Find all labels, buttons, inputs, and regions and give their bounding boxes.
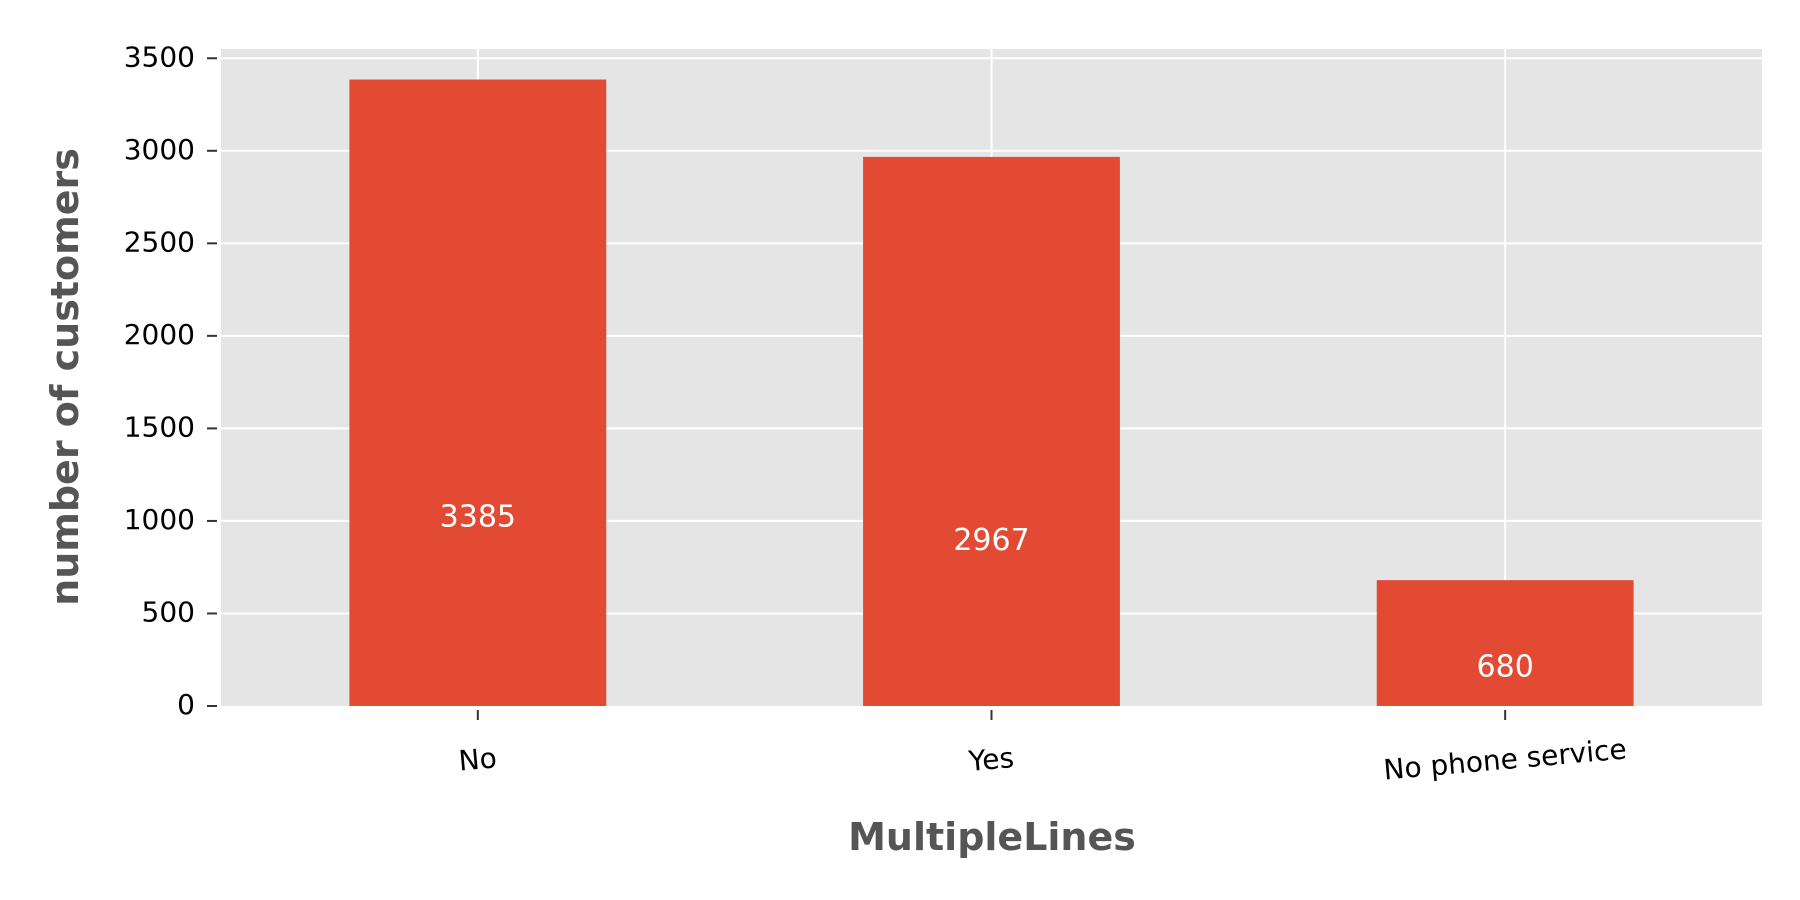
x-tick-label-2: No phone service [1382, 732, 1628, 786]
y-tick-label-7: 3500 [124, 40, 195, 73]
x-axis-title: MultipleLines [848, 815, 1136, 859]
bar-label-0: 3385 [440, 500, 516, 535]
y-axis: 0 500 1000 1500 2000 2500 3000 3500 [124, 40, 217, 721]
bar-0 [349, 79, 607, 706]
y-tick-label-6: 3000 [124, 133, 195, 166]
y-axis-title: number of customers [43, 148, 87, 606]
bar-value-labels: 3385 2967 680 [440, 500, 1534, 685]
y-tick-label-3: 1500 [124, 410, 195, 443]
bar-label-2: 680 [1477, 650, 1534, 685]
y-tick-label-2: 1000 [124, 503, 195, 536]
y-tick-label-5: 2500 [124, 225, 195, 258]
y-tick-label-0: 0 [177, 688, 195, 721]
bar-1 [863, 156, 1120, 706]
x-axis: No Yes No phone service [457, 710, 1628, 787]
bars [349, 79, 1634, 706]
y-tick-label-4: 2000 [124, 318, 195, 351]
y-tick-label-1: 500 [142, 595, 195, 628]
x-tick-label-1: Yes [966, 741, 1015, 778]
bar-2 [1376, 580, 1634, 706]
bar-label-1: 2967 [953, 523, 1029, 558]
x-tick-label-0: No [457, 741, 498, 777]
